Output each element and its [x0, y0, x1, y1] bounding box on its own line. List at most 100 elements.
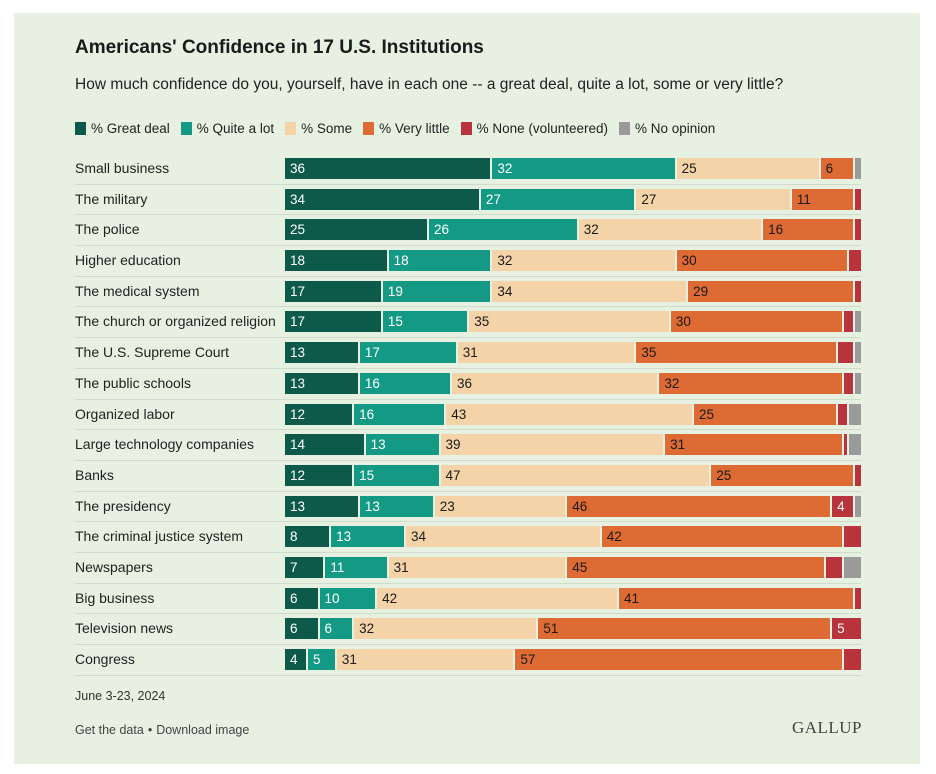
legend-swatch-2: [285, 122, 297, 135]
bar-segment-series-0: 36: [285, 158, 493, 179]
bar-segment-series-1: 15: [354, 464, 441, 486]
bar-segment-series-4: [855, 464, 861, 486]
bar-segment-series-5: [855, 372, 861, 394]
chart-rows: Small business 36 32 25 6 The military 34 27 27 1…: [75, 154, 861, 676]
data-label: 15: [359, 467, 375, 483]
bar-segment-series-0: 12: [285, 464, 355, 486]
category-label: Small business: [75, 160, 170, 176]
data-label: 6: [290, 590, 298, 606]
data-label: 14: [290, 437, 306, 453]
bar-segment-series-4: [843, 649, 861, 670]
data-label: 45: [572, 559, 588, 575]
bar-segment-series-0: 14: [285, 434, 366, 456]
data-label: 47: [445, 467, 461, 483]
legend-swatch-0: [75, 122, 86, 135]
bar-segment-series-5: [843, 556, 861, 578]
bar-segment-series-1: 16: [359, 372, 453, 394]
bar-segment-series-5: [855, 342, 861, 364]
data-label: 43: [451, 406, 467, 422]
bar-segment-series-3: 25: [693, 403, 838, 425]
bar-segment-series-3: 51: [538, 618, 833, 640]
bar-segment-series-3: 11: [791, 188, 856, 210]
bar-segment-series-2: 35: [469, 311, 671, 333]
bar-segment-series-3: 16: [763, 219, 856, 241]
legend-item-1: % Quite a lot: [180, 121, 274, 136]
chart-row: Big business 6 10 42 41: [75, 584, 861, 615]
bar-segment-series-0: 13: [285, 372, 360, 394]
category-label: The police: [75, 221, 140, 238]
legend-swatch-4: [460, 122, 472, 135]
get-data-link[interactable]: Get the data: [75, 723, 144, 737]
bar-segment-series-3: 31: [665, 434, 844, 456]
bar-segment-series-3: 30: [670, 311, 844, 333]
data-label: 10: [324, 590, 340, 606]
chart-subtitle: How much confidence do you, yourself, ha…: [75, 76, 784, 93]
bar-segment-series-5: [849, 434, 861, 456]
bar-segment-series-2: 43: [446, 403, 694, 425]
bar-segment-series-1: 17: [359, 342, 458, 364]
data-label: 26: [434, 222, 450, 238]
data-label: 25: [698, 406, 714, 422]
data-label: 6: [290, 621, 298, 637]
chart-title: Americans' Confidence in 17 U.S. Institu…: [75, 37, 484, 58]
bar-segment-series-2: 32: [578, 219, 764, 241]
data-label: 12: [290, 406, 306, 422]
category-label: The military: [75, 190, 148, 207]
bar-segment-series-3: 6: [820, 158, 856, 179]
bar-segment-series-4: [843, 372, 856, 394]
bar-segment-series-4: [837, 342, 856, 364]
bar-segment-series-4: [855, 280, 861, 302]
data-label: 17: [364, 345, 380, 361]
bar-segment-series-3: 29: [688, 280, 856, 302]
bar-segment-series-0: 34: [285, 188, 481, 210]
data-label: 36: [290, 161, 306, 176]
bar-segment-series-1: 19: [382, 280, 493, 302]
bar-segment-series-5: [849, 403, 861, 425]
bar-segment-series-3: 35: [636, 342, 838, 364]
bar-segment-series-5: [855, 495, 861, 517]
data-label: 4: [837, 498, 845, 514]
data-label: 7: [290, 559, 298, 575]
bar-segment-series-5: [855, 311, 861, 333]
data-label: 27: [641, 191, 657, 207]
data-label: 32: [583, 222, 599, 238]
download-image-link[interactable]: Download image: [156, 723, 250, 737]
bar-segment-series-0: 6: [285, 587, 320, 609]
data-label: 25: [716, 467, 732, 483]
stacked-bar: 6 6 32 51 5: [285, 618, 861, 640]
bar-segment-series-4: [849, 250, 861, 272]
stacked-bar: 8 13 34 42: [285, 526, 861, 548]
bar-segment-series-1: 15: [382, 311, 470, 333]
data-label: 16: [359, 406, 375, 422]
bar-segment-series-1: 13: [365, 434, 441, 456]
bar-segment-series-3: 30: [676, 250, 850, 272]
chart-row: Large technology companies 14 13 39 31: [75, 430, 861, 461]
bar-segment-series-2: 47: [440, 464, 712, 486]
data-label: 42: [606, 529, 622, 545]
legend-swatch-1: [180, 122, 192, 135]
chart-row: The criminal justice system 8 13 34 42: [75, 522, 861, 553]
bar-segment-series-4: [826, 556, 844, 578]
data-label: 6: [825, 161, 834, 176]
data-label: 23: [439, 498, 455, 514]
data-label: 13: [290, 345, 306, 361]
bar-segment-series-4: [855, 188, 861, 210]
data-label: 29: [693, 283, 709, 299]
footer-links: Get the data • Download image: [75, 723, 249, 737]
bar-segment-series-3: 32: [659, 372, 844, 394]
stacked-bar: 6 10 42 41: [285, 587, 861, 609]
chart-row: Congress 4 5 31 57: [75, 645, 861, 676]
bar-segment-series-1: 6: [319, 618, 355, 640]
category-label: Big business: [75, 589, 155, 606]
legend-label-0: % Great deal: [91, 121, 170, 136]
gallup-logo: GALLUP: [791, 718, 862, 737]
bar-segment-series-4: [843, 311, 856, 333]
bar-segment-series-2: 34: [405, 526, 602, 548]
bar-segment-series-0: 6: [285, 618, 320, 640]
data-label: 27: [485, 191, 501, 207]
category-label: The criminal justice system: [75, 528, 244, 545]
data-label: 12: [290, 467, 306, 483]
legend-swatch-3: [363, 122, 375, 135]
legend-label-5: % No opinion: [634, 121, 716, 136]
chart-row: The police 25 26 32 16: [75, 215, 861, 247]
